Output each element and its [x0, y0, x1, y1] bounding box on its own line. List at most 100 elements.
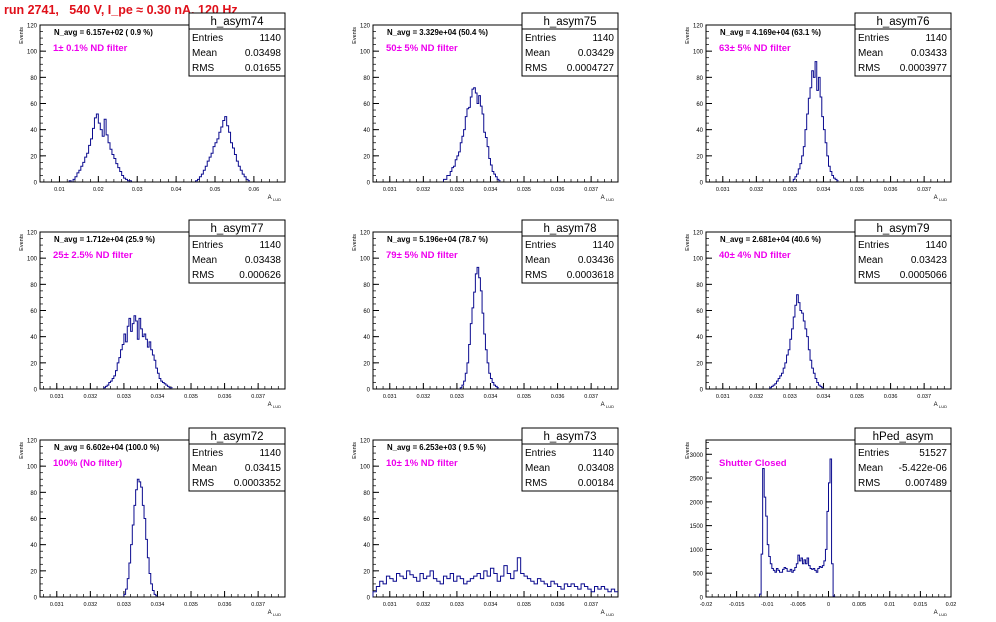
y-tick-label: 20	[363, 569, 370, 575]
stats-label-rms: RMS	[858, 63, 881, 74]
x-axis-title: A LUD	[934, 195, 947, 202]
stats-label-rms: RMS	[858, 270, 881, 281]
y-axis-title: Events	[352, 234, 358, 251]
y-tick-label: 120	[693, 231, 704, 237]
stats-value-entries: 1140	[925, 240, 947, 251]
x-tick-label: 0.035	[517, 394, 531, 400]
filter-annotation: 63± 5% ND filter	[719, 43, 791, 54]
stats-label-rms: RMS	[192, 270, 215, 281]
x-tick-label: 0.036	[884, 187, 898, 193]
x-tick-label: 0.035	[184, 602, 198, 608]
y-tick-label: 0	[34, 596, 38, 602]
histogram-pad-h_asym78: 0 20 40 60 80 100 120 0.031 0.032 0.033 0.034 0.035…	[352, 219, 619, 409]
y-tick-label: 0	[700, 596, 704, 602]
x-axis-title: A LUD	[268, 610, 281, 617]
x-tick-label: 0.033	[783, 187, 797, 193]
stats-label-rms: RMS	[192, 478, 215, 489]
stats-value-mean: -5.422e-06	[899, 463, 948, 474]
x-axis-title-subscript: LUD	[939, 404, 947, 409]
x-tick-label: 0.033	[450, 187, 464, 193]
y-tick-label: 20	[30, 154, 37, 160]
x-tick-label: 0.036	[218, 394, 232, 400]
y-tick-label: 40	[363, 543, 370, 549]
x-tick-label: 0.034	[484, 602, 498, 608]
y-tick-label: 80	[363, 491, 370, 497]
histogram-line	[459, 266, 499, 389]
x-tick-label: 0.033	[783, 394, 797, 400]
y-axis-title: Events	[352, 27, 358, 44]
x-tick-label: 0.034	[484, 394, 498, 400]
stats-box	[854, 12, 952, 77]
stats-label-mean: Mean	[525, 463, 550, 474]
histogram-line	[769, 294, 824, 389]
filter-annotation: 50± 5% ND filter	[386, 43, 458, 54]
y-tick-label: 40	[30, 543, 37, 549]
x-axis-title: A LUD	[934, 610, 947, 617]
y-tick-label: 0	[367, 596, 371, 602]
x-axis-title-subscript: LUD	[939, 612, 947, 617]
stats-box	[188, 427, 286, 492]
y-tick-label: 120	[27, 439, 38, 445]
x-axis-title: A LUD	[934, 402, 947, 409]
y-tick-label: 20	[363, 154, 370, 160]
stats-value-mean: 0.03415	[245, 463, 282, 474]
x-axis-title: A LUD	[268, 195, 281, 202]
histogram-line	[68, 113, 250, 183]
y-axis-title: Events	[685, 442, 691, 459]
stats-title: h_asym73	[543, 431, 596, 443]
y-tick-label: 20	[363, 361, 370, 367]
x-tick-label: 0.032	[416, 602, 430, 608]
y-tick-label: 0	[700, 181, 704, 187]
histogram-pad-h_asym74: 0 20 40 60 80 100 120 0.01 0.02 0.03 0.04 0.05 0.06 E…	[19, 12, 286, 202]
navg-label: N_avg = 6.253e+03 ( 9.5 %)	[387, 443, 486, 452]
x-tick-label: 0.037	[251, 394, 265, 400]
x-tick-label: 0.035	[184, 394, 198, 400]
x-tick-label: 0.033	[450, 602, 464, 608]
x-tick-label: 0.05	[210, 187, 221, 193]
y-tick-label: 60	[30, 309, 37, 315]
stats-label-mean: Mean	[192, 48, 217, 59]
x-tick-label: 0.02	[93, 187, 104, 193]
x-tick-label: 0.037	[584, 187, 598, 193]
stats-box	[521, 427, 619, 492]
x-tick-label: 0.034	[151, 602, 165, 608]
x-tick-label: 0.033	[117, 394, 131, 400]
x-tick-label: 0.031	[716, 394, 730, 400]
y-axis-title: Events	[19, 442, 25, 459]
filter-annotation: 10± 1% ND filter	[386, 458, 458, 469]
x-tick-label: 0.01	[884, 602, 895, 608]
y-tick-label: 100	[27, 465, 38, 471]
y-tick-label: 40	[363, 128, 370, 134]
stats-value-rms: 0.01655	[245, 63, 282, 74]
y-tick-label: 100	[27, 257, 38, 263]
x-tick-label: 0.031	[383, 602, 397, 608]
x-tick-label: 0.036	[218, 602, 232, 608]
stats-box	[854, 427, 952, 492]
stats-label-rms: RMS	[525, 270, 548, 281]
stats-value-rms: 0.0004727	[567, 63, 615, 74]
stats-value-mean: 0.03436	[578, 255, 615, 266]
y-tick-label: 60	[696, 102, 703, 108]
x-axis-title-subscript: LUD	[606, 612, 614, 617]
stats-value-mean: 0.03498	[245, 48, 282, 59]
filter-annotation: 1± 0.1% ND filter	[53, 43, 128, 54]
histogram-line	[758, 458, 837, 598]
histogram-pad-h_asym75: 0 20 40 60 80 100 120 0.031 0.032 0.033 0.034 0.035…	[352, 12, 619, 202]
y-axis-title: Events	[352, 442, 358, 459]
x-tick-label: 0.033	[450, 394, 464, 400]
y-tick-label: 120	[360, 24, 371, 30]
x-tick-label: 0.034	[817, 187, 831, 193]
y-tick-label: 20	[696, 361, 703, 367]
histogram-line	[442, 87, 501, 182]
y-tick-label: 80	[30, 491, 37, 497]
y-tick-label: 120	[27, 24, 38, 30]
stats-value-entries: 51527	[919, 448, 947, 459]
stats-value-rms: 0.00184	[578, 478, 615, 489]
y-tick-label: 20	[30, 361, 37, 367]
y-tick-label: 20	[696, 154, 703, 160]
x-tick-label: 0.037	[584, 394, 598, 400]
histogram-line	[372, 557, 618, 597]
histogram-pad-h_asym77: 0 20 40 60 80 100 120 0.031 0.032 0.033 0.034 0.035…	[19, 219, 286, 409]
x-tick-label: 0.031	[50, 394, 64, 400]
